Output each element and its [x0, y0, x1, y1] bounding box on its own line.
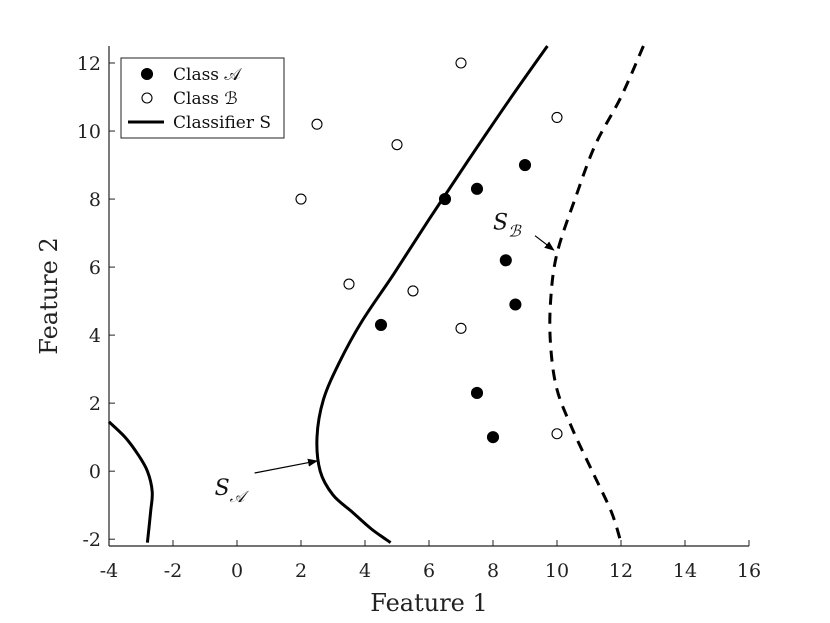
legend: Class 𝒜 Class ℬ Classifier S [120, 57, 285, 139]
class-b-point [455, 57, 467, 69]
class-a-point [509, 298, 522, 311]
x-tick-label: -4 [100, 560, 119, 582]
y-tick-label: 0 [89, 461, 101, 483]
class-b-point [295, 193, 307, 205]
class-b-point [551, 111, 563, 123]
x-tick-label: 0 [231, 560, 243, 582]
legend-label: Classifier S [173, 113, 271, 133]
x-tick-label: 12 [609, 560, 633, 582]
annotation-arrow [534, 235, 555, 251]
dashed-classifier-curve [548, 45, 645, 544]
annotation-arrow [254, 458, 318, 474]
class-a-point [486, 431, 500, 444]
axes: -4 -2 0 2 4 6 8 10 12 14 16 -2 0 2 4 6 8 10 12 [77, 46, 761, 582]
legend-swatch-class-a [140, 67, 154, 81]
x-tick-label: 2 [295, 560, 307, 582]
x-tick-label: 14 [673, 560, 697, 582]
class-b-point [311, 118, 323, 130]
y-tick-label: 2 [89, 393, 101, 415]
data-points [295, 57, 563, 444]
y-tick-label: -2 [82, 529, 101, 551]
y-tick-label: 4 [89, 325, 101, 347]
legend-label: Class 𝒜 [173, 65, 242, 85]
y-tick-label: 12 [77, 53, 101, 75]
class-b-point [551, 428, 563, 440]
classifier-curve [107, 420, 154, 543]
x-tick-label: 8 [487, 560, 499, 582]
y-tick-label: 8 [89, 189, 101, 211]
annotations: S𝒜 Sℬ [215, 211, 555, 506]
class-a-point [470, 386, 484, 399]
label-s-b: Sℬ [493, 211, 522, 241]
x-tick-label: -2 [164, 560, 183, 582]
x-tick-label: 16 [737, 560, 761, 582]
class-b-point [343, 278, 355, 290]
y-tick-label: 6 [89, 257, 101, 279]
class-a-point [438, 193, 452, 206]
class-b-point [407, 285, 419, 297]
class-b-point [391, 139, 403, 151]
classifier-curve [315, 45, 549, 544]
y-axis-title: Feature 2 [35, 237, 63, 355]
label-s-a: S𝒜 [215, 476, 250, 506]
legend-swatch-class-b [141, 92, 153, 104]
class-a-point [470, 182, 484, 195]
class-a-point [518, 158, 532, 172]
x-tick-label: 10 [545, 560, 569, 582]
classifier-curves [107, 45, 645, 544]
class-b-point [455, 322, 467, 334]
class-a-point [374, 318, 388, 331]
legend-label: Class ℬ [173, 89, 238, 109]
x-axis-title: Feature 1 [370, 589, 488, 617]
class-a-point [499, 254, 512, 267]
x-tick-label: 4 [359, 560, 371, 582]
y-tick-label: 10 [77, 121, 101, 143]
x-tick-label: 6 [423, 560, 435, 582]
